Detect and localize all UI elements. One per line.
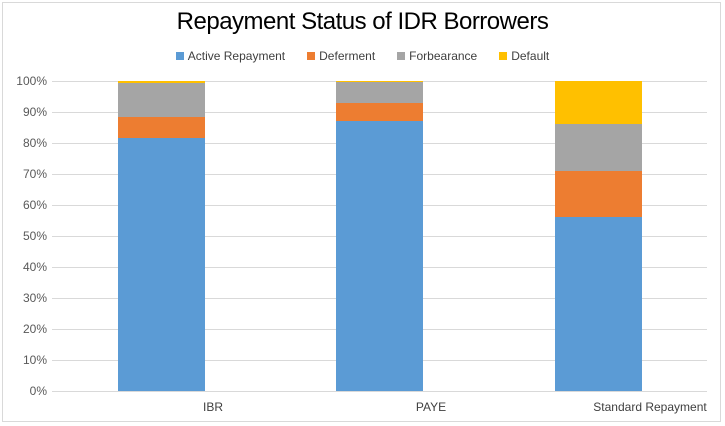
y-tick-label: 80% — [22, 136, 47, 150]
bar-segment-deferment — [118, 116, 205, 139]
bar-segment-deferment — [336, 102, 423, 122]
y-tick-label: 50% — [22, 229, 47, 243]
legend-item-active-repayment: Active Repayment — [175, 49, 286, 63]
y-tick-label: 100% — [16, 74, 47, 88]
legend-label: Active Repayment — [187, 49, 286, 63]
x-tick-label: Standard Repayment — [593, 400, 707, 414]
bar-segment-forbearance — [555, 124, 642, 171]
x-tick-label: PAYE — [415, 400, 447, 414]
y-tick-label: 30% — [22, 291, 47, 305]
legend-label: Forbearance — [409, 49, 478, 63]
bar-segment-active-repayment — [555, 217, 642, 391]
legend: Active Repayment Deferment Forbearance D… — [0, 49, 725, 63]
y-tick-label: 20% — [22, 322, 47, 336]
legend-swatch-icon — [397, 52, 406, 60]
bar-ibr — [118, 81, 205, 391]
bar-standard-repayment — [555, 81, 642, 391]
bar-paye — [336, 81, 423, 391]
legend-swatch-icon — [499, 52, 508, 60]
legend-item-default: Default — [499, 49, 549, 63]
y-tick-label: 0% — [29, 384, 47, 398]
y-tick-label: 10% — [22, 353, 47, 367]
x-tick-label: IBR — [202, 400, 223, 414]
bar-segment-forbearance — [336, 81, 423, 103]
legend-swatch-icon — [307, 52, 316, 60]
legend-label: Deferment — [319, 49, 376, 63]
bar-segment-default — [336, 81, 423, 82]
y-tick-label: 40% — [22, 260, 47, 274]
bar-segment-active-repayment — [118, 138, 205, 391]
y-tick-label: 60% — [22, 198, 47, 212]
gridline — [52, 391, 707, 392]
bar-segment-active-repayment — [336, 121, 423, 391]
plot-area: 0% 10% 20% 30% 40% 50% 60% 70% 80% 90% 100% — [16, 74, 707, 398]
bar-segment-deferment — [555, 170, 642, 218]
chart-title: Repayment Status of IDR Borrowers — [176, 8, 549, 35]
legend-item-forbearance: Forbearance — [397, 49, 477, 63]
legend-item-deferment: Deferment — [307, 49, 375, 63]
bar-segment-default — [555, 81, 642, 125]
bar-segment-forbearance — [118, 82, 205, 117]
y-tick-label: 90% — [22, 105, 47, 119]
y-tick-label: 70% — [22, 167, 47, 181]
bar-segment-default — [118, 81, 205, 83]
legend-label: Default — [511, 49, 550, 63]
legend-swatch-icon — [175, 52, 184, 60]
